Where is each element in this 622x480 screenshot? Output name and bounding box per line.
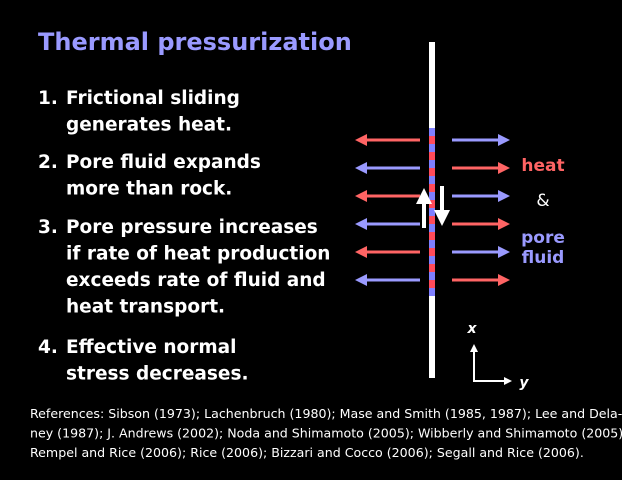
item-text: generates heat. <box>66 115 232 136</box>
axis-x-label: x <box>466 321 477 337</box>
stripe <box>429 160 435 168</box>
item-text: heat transport. <box>66 297 225 318</box>
item-number: 4. <box>38 337 58 358</box>
stripe <box>429 136 435 144</box>
stripe <box>429 224 435 232</box>
fault-diagram: heat & pore fluid x y <box>355 42 565 391</box>
item-number: 1. <box>38 88 58 109</box>
item-text: if rate of heat production <box>66 244 330 265</box>
stripe <box>429 288 435 296</box>
stripe <box>429 240 435 248</box>
stripe <box>429 192 435 200</box>
stripe <box>429 216 435 224</box>
stripe <box>429 184 435 192</box>
reference-line: Rempel and Rice (2006); Rice (2006); Biz… <box>30 445 584 460</box>
stripe <box>429 200 435 208</box>
title: Thermal pressurization <box>38 28 352 56</box>
item-text: exceeds rate of fluid and <box>66 270 326 291</box>
stripe <box>429 176 435 184</box>
stripe <box>429 232 435 240</box>
stripe <box>429 264 435 272</box>
reference-line: ney (1987); J. Andrews (2002); Noda and … <box>30 426 622 441</box>
reference-line: References: Sibson (1973); Lachenbruch (… <box>30 406 622 421</box>
item-number: 2. <box>38 152 58 173</box>
item-text: stress decreases. <box>66 364 249 385</box>
stripe <box>429 256 435 264</box>
item-text: Frictional sliding <box>66 88 240 109</box>
list: 1. Frictional sliding generates heat. 2. Por… <box>38 88 330 385</box>
shear-zone <box>429 128 435 296</box>
stripe <box>429 248 435 256</box>
stripe <box>429 280 435 288</box>
axis-y-label: y <box>519 375 529 391</box>
stripe <box>429 144 435 152</box>
stripe <box>429 152 435 160</box>
item-text: Pore fluid expands <box>66 152 261 173</box>
stripe <box>429 208 435 216</box>
item-text: Pore pressure increases <box>66 217 318 238</box>
stripe <box>429 168 435 176</box>
item-number: 3. <box>38 217 58 238</box>
fluid-label: fluid <box>522 248 565 268</box>
item-text: more than rock. <box>66 179 232 200</box>
heat-label: heat <box>521 156 564 176</box>
pore-label: pore <box>521 228 565 248</box>
item-text: Effective normal <box>66 337 236 358</box>
stripe <box>429 128 435 136</box>
and-label: & <box>536 191 549 211</box>
references: References: Sibson (1973); Lachenbruch (… <box>30 406 622 460</box>
flux-arrows <box>355 134 510 286</box>
stripe <box>429 272 435 280</box>
